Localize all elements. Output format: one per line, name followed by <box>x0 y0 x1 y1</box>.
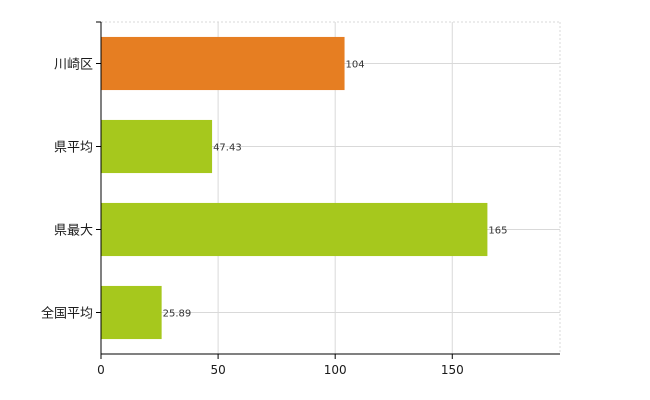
axes-layer <box>96 21 560 359</box>
category-label-1: 県平均 <box>54 141 93 156</box>
bar-0 <box>101 36 345 91</box>
x-tick-label-0: 0 <box>97 363 105 377</box>
category-label-0: 川崎区 <box>54 58 93 73</box>
data-label-2: 165 <box>488 226 507 237</box>
bars-layer <box>101 36 488 340</box>
bar-1 <box>101 119 213 174</box>
bar-3 <box>101 285 162 340</box>
data-label-3: 25.89 <box>163 309 192 320</box>
bar-2 <box>101 202 488 257</box>
x-tick-label-1: 50 <box>210 363 225 377</box>
data-label-1: 47.43 <box>213 143 242 154</box>
data-label-0: 104 <box>346 60 365 71</box>
x-tick-label-2: 100 <box>324 363 347 377</box>
category-label-2: 県最大 <box>54 224 93 239</box>
category-label-3: 全国平均 <box>41 306 93 322</box>
x-tick-label-3: 150 <box>441 363 464 377</box>
